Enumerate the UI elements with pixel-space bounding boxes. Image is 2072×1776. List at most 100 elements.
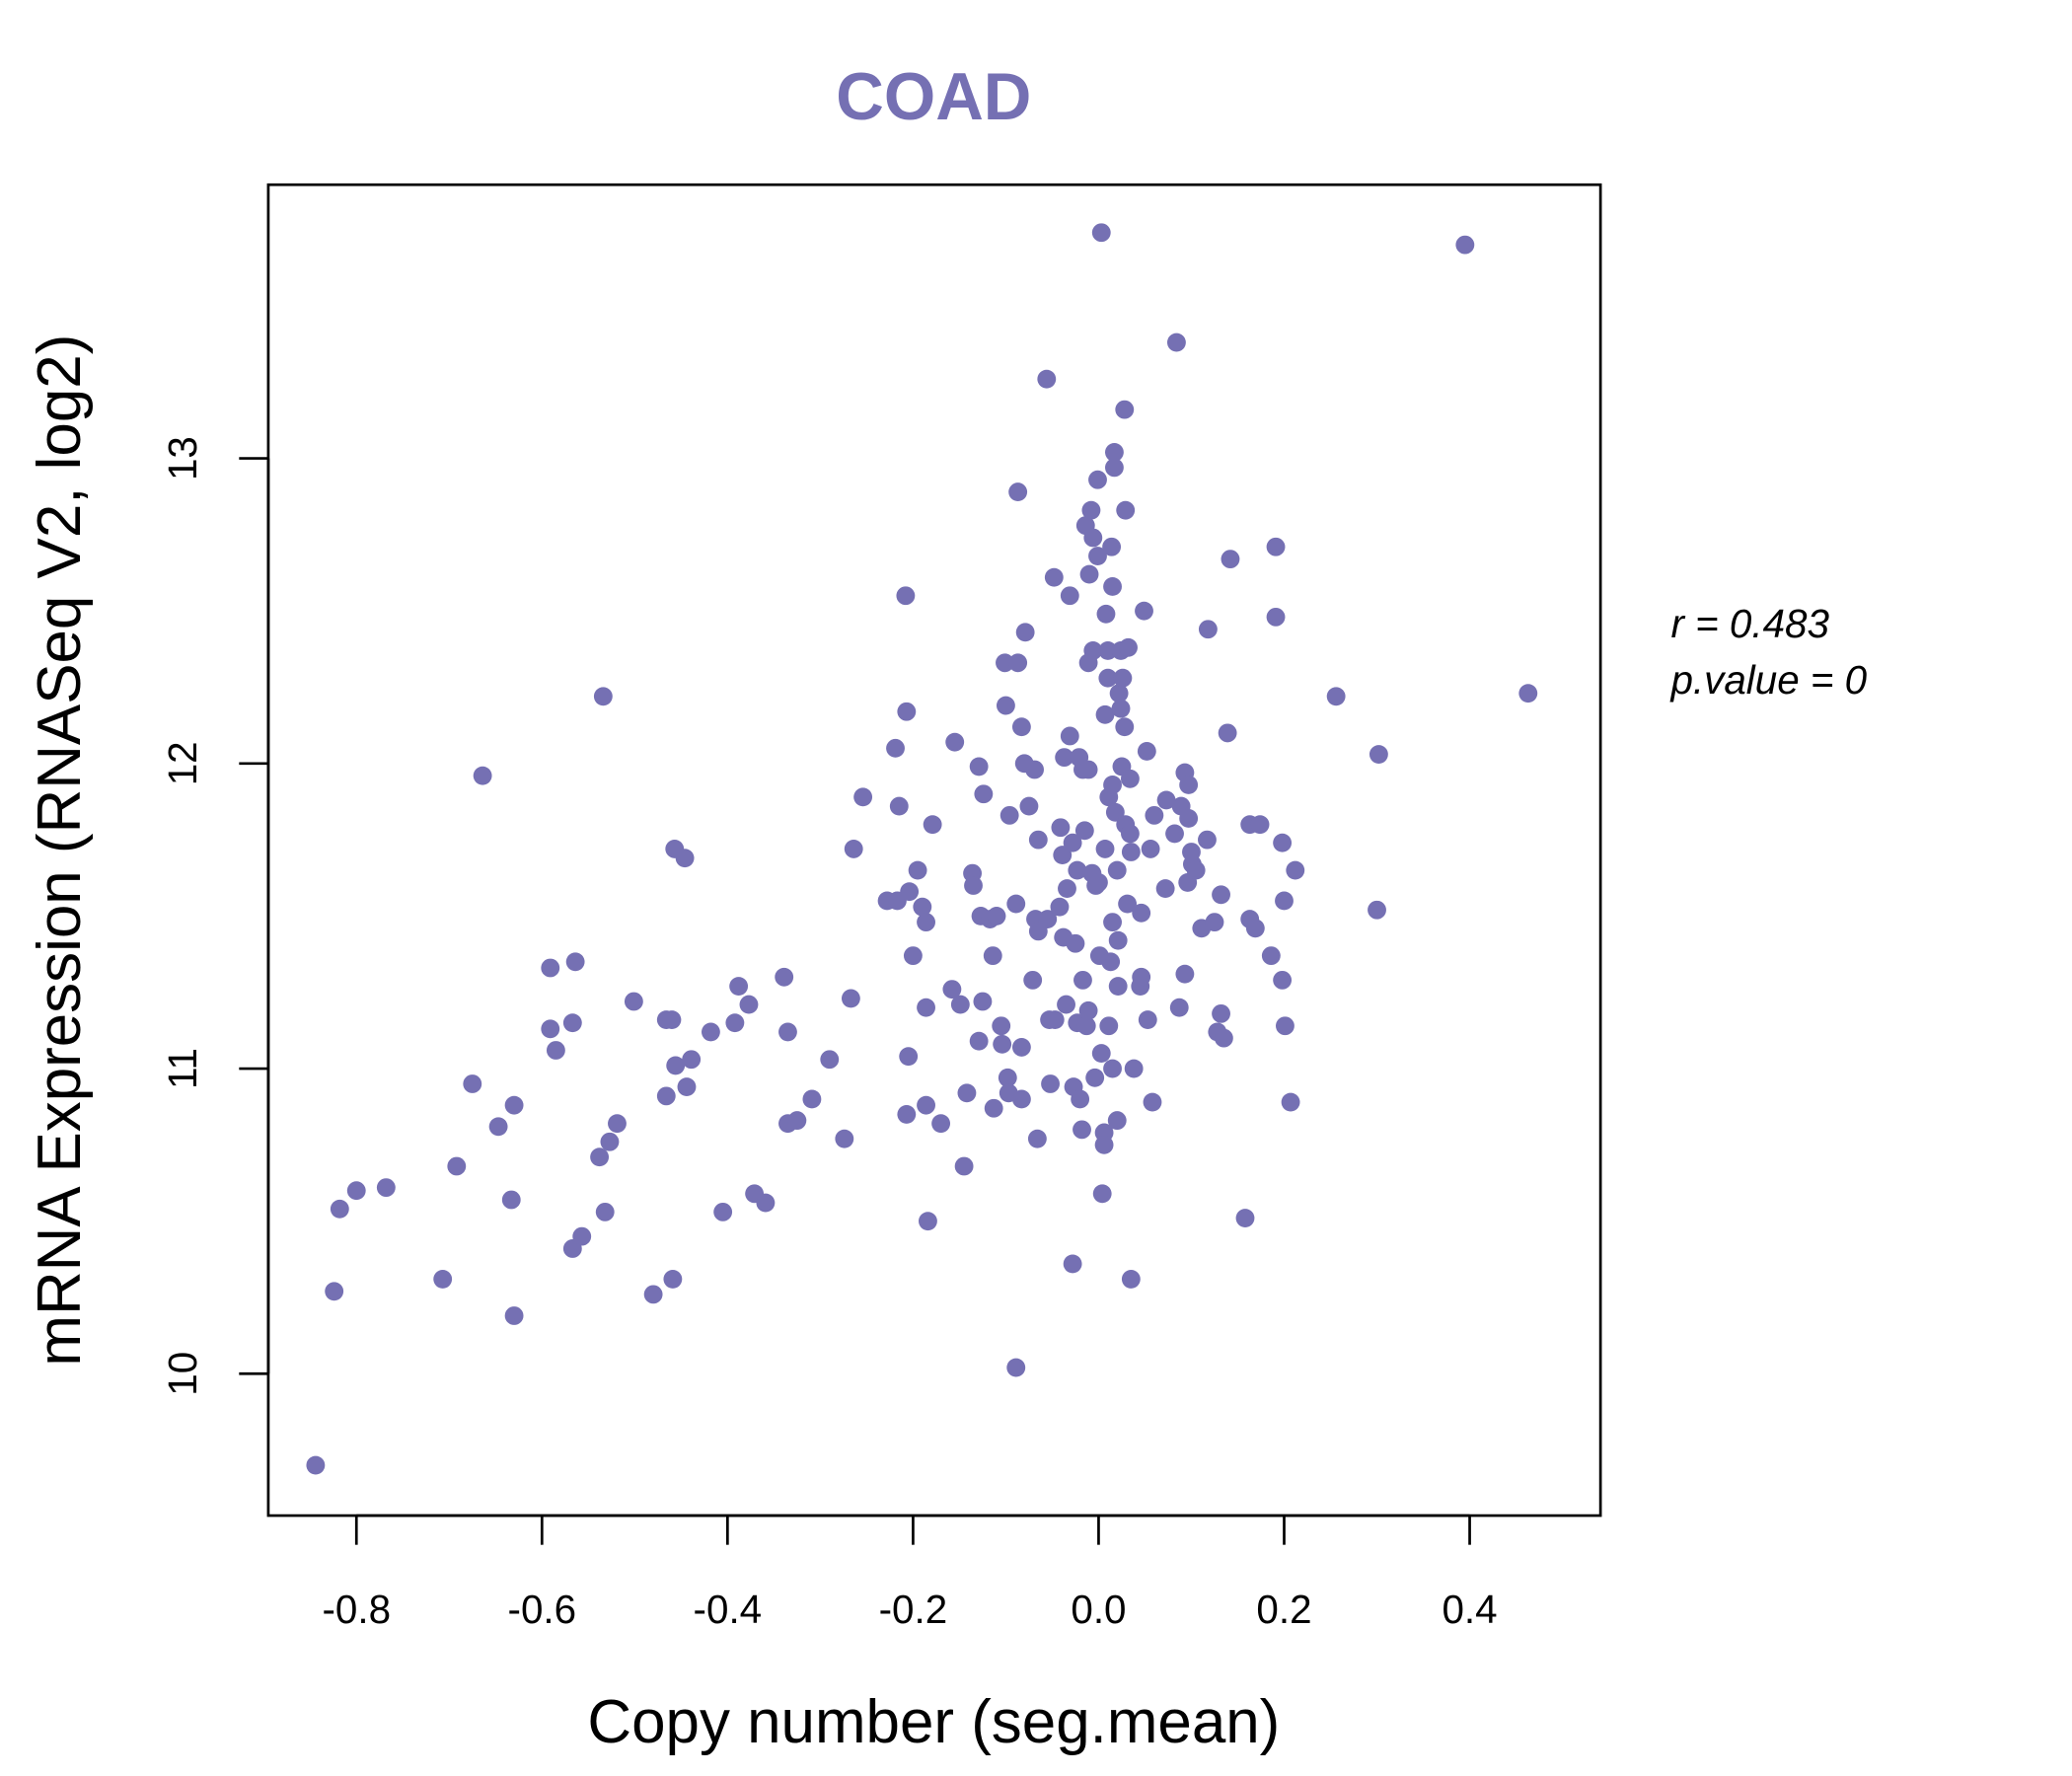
data-point	[1273, 833, 1293, 852]
data-point	[1060, 586, 1079, 606]
data-point	[1111, 699, 1131, 718]
data-point	[897, 1105, 917, 1124]
data-point	[1132, 967, 1151, 987]
data-point	[1179, 776, 1199, 794]
data-point	[1186, 860, 1206, 880]
data-point	[899, 1047, 919, 1067]
data-point	[973, 992, 993, 1011]
data-point	[595, 1202, 615, 1221]
data-point	[1098, 640, 1118, 660]
x-axis-title: Copy number (seg.mean)	[587, 1688, 1280, 1756]
data-point	[1083, 640, 1103, 660]
data-point	[1094, 1135, 1114, 1154]
data-point	[1132, 903, 1151, 923]
data-point	[835, 1129, 854, 1148]
data-point	[572, 1226, 592, 1246]
data-point	[841, 989, 860, 1008]
data-point	[1073, 970, 1092, 990]
data-point	[1368, 900, 1386, 920]
data-point	[562, 1013, 582, 1033]
data-point	[950, 995, 970, 1014]
data-point	[1011, 1089, 1031, 1109]
data-point	[473, 766, 492, 785]
y-axis: 10 11 12 13	[160, 436, 270, 1396]
data-point	[1028, 830, 1048, 850]
x-tick-label: 0.2	[1256, 1587, 1311, 1632]
data-point	[1041, 1074, 1060, 1093]
data-point	[1057, 995, 1075, 1014]
data-point	[1235, 1209, 1255, 1227]
data-point	[729, 977, 749, 996]
data-point	[1079, 564, 1099, 584]
data-point	[330, 1199, 349, 1219]
data-point	[969, 757, 989, 777]
data-point	[1037, 369, 1057, 389]
data-point	[1015, 623, 1035, 642]
data-point	[844, 839, 863, 858]
data-point	[913, 897, 932, 917]
data-point	[1092, 1184, 1112, 1204]
y-tick-label: 13	[160, 436, 205, 481]
data-point	[504, 1095, 524, 1115]
data-point	[1066, 933, 1085, 953]
data-point	[463, 1074, 482, 1093]
data-point	[504, 1306, 524, 1325]
data-point	[739, 995, 759, 1014]
data-point	[917, 998, 935, 1017]
data-point	[701, 1022, 720, 1042]
data-point	[1058, 879, 1076, 899]
data-point	[1027, 1129, 1047, 1148]
y-tick-label: 11	[160, 1048, 205, 1089]
data-point	[1266, 537, 1286, 556]
data-point	[1261, 946, 1281, 966]
data-point	[1266, 607, 1286, 627]
data-point	[1369, 745, 1388, 764]
data-point	[1073, 1120, 1091, 1140]
data-point	[1006, 1358, 1026, 1377]
data-point	[942, 980, 962, 999]
data-point	[488, 1117, 508, 1137]
data-point	[1068, 860, 1087, 880]
data-point	[992, 1016, 1011, 1036]
data-point	[1245, 919, 1265, 938]
data-point	[1085, 1068, 1105, 1087]
data-point	[433, 1269, 453, 1289]
data-point	[643, 1285, 663, 1304]
data-point	[1071, 1089, 1090, 1109]
data-point	[1011, 1037, 1031, 1057]
data-point	[993, 1034, 1012, 1054]
data-point	[1108, 977, 1128, 996]
data-point	[1120, 824, 1140, 844]
data-point	[1273, 970, 1293, 990]
data-point	[969, 1031, 989, 1051]
data-point	[1089, 872, 1108, 892]
data-point	[501, 1190, 521, 1210]
data-point	[1063, 1254, 1082, 1274]
data-point	[1138, 1010, 1157, 1029]
data-point	[1095, 839, 1115, 858]
data-point	[1091, 1044, 1111, 1064]
data-point	[1120, 769, 1140, 788]
data-point	[1455, 235, 1475, 255]
data-point	[541, 958, 560, 978]
data-point	[756, 1193, 776, 1213]
data-point	[1105, 458, 1124, 478]
data-point	[1275, 891, 1294, 911]
data-point	[1050, 897, 1070, 917]
data-point	[662, 1010, 682, 1029]
data-point	[1221, 550, 1240, 569]
data-point	[1076, 1016, 1096, 1036]
data-point	[1019, 796, 1039, 816]
plot-frame	[266, 183, 1602, 1517]
data-point	[957, 1083, 977, 1103]
data-point	[1103, 913, 1122, 932]
data-point	[1276, 1016, 1295, 1036]
data-point	[1103, 577, 1122, 596]
data-point	[1105, 442, 1124, 462]
data-point	[999, 805, 1019, 825]
data-point	[1051, 818, 1071, 838]
data-point	[1023, 970, 1043, 990]
data-point	[1101, 952, 1121, 972]
data-point	[1074, 821, 1094, 841]
data-point	[624, 992, 643, 1011]
